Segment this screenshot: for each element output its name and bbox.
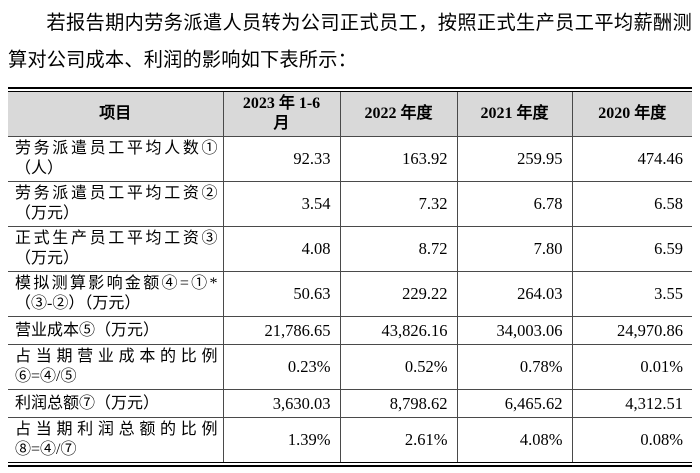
cell-value: 3,630.03 (222, 389, 341, 418)
row-label: 劳务派遣员工平均人数①（人） (8, 136, 224, 182)
table-row: 利润总额⑦（万元） 3,630.03 8,798.62 6,465.62 4,312.5… (8, 389, 692, 418)
column-header: 项目 (8, 92, 224, 137)
table-bottom-double-rule (8, 462, 692, 467)
cell-value: 92.33 (222, 136, 341, 182)
intro-paragraph: 若报告期内劳务派遣人员转为公司正式员工，按照正式生产员工平均薪酬测算对公司成本、… (8, 13, 692, 71)
cell-value: 7.80 (456, 226, 573, 272)
table-row: 占当期利润总额的比例⑧=④/⑦ 1.39% 2.61% 4.08% 0.08% (8, 417, 692, 462)
cell-value: 0.01% (571, 344, 692, 390)
row-label: 模拟测算影响金额④=①*（③-②）（万元） (8, 271, 224, 317)
cell-value: 0.78% (456, 344, 573, 390)
row-label: 劳务派遣员工平均工资②（万元） (8, 181, 224, 227)
table-row: 劳务派遣员工平均工资②（万元） 3.54 7.32 6.78 6.58 (8, 181, 692, 227)
cell-value: 7.32 (339, 181, 458, 227)
column-header: 2023 年 1-6 月 (222, 92, 341, 137)
cell-value: 2.61% (339, 417, 458, 462)
cell-value: 6.78 (456, 181, 573, 227)
cell-value: 8.72 (339, 226, 458, 272)
cell-value: 8,798.62 (339, 389, 458, 418)
cell-value: 0.23% (222, 344, 341, 390)
table-body: 劳务派遣员工平均人数①（人） 92.33 163.92 259.95 474.46 劳务派… (8, 136, 692, 462)
row-label: 占当期营业成本的比例⑥=④/⑤ (8, 344, 224, 390)
row-label: 利润总额⑦（万元） (8, 389, 224, 418)
cell-value: 1.39% (222, 417, 341, 462)
cell-value: 0.08% (571, 417, 692, 462)
cost-profit-impact-table: 项目 2023 年 1-6 月 2022 年度 2021 年度 2020 年度 劳务派遣… (8, 92, 692, 462)
table-top-double-rule (8, 87, 692, 92)
cell-value: 474.46 (571, 136, 692, 182)
table-row: 模拟测算影响金额④=①*（③-②）（万元） 50.63 229.22 264.03 3.… (8, 271, 692, 317)
cell-value: 3.54 (222, 181, 341, 227)
table-row: 营业成本⑤（万元） 21,786.65 43,826.16 34,003.06 24,9… (8, 316, 692, 345)
table-row: 劳务派遣员工平均人数①（人） 92.33 163.92 259.95 474.46 (8, 136, 692, 182)
document-page: 若报告期内劳务派遣人员转为公司正式员工，按照正式生产员工平均薪酬测算对公司成本、… (8, 5, 692, 467)
cell-value: 24,970.86 (571, 316, 692, 345)
cell-value: 163.92 (339, 136, 458, 182)
column-header: 2021 年度 (456, 92, 573, 137)
cell-value: 50.63 (222, 271, 341, 317)
row-label: 营业成本⑤（万元） (8, 316, 224, 345)
row-label: 正式生产员工平均工资③（万元） (8, 226, 224, 272)
cell-value: 6.58 (571, 181, 692, 227)
cell-value: 4,312.51 (571, 389, 692, 418)
cell-value: 4.08% (456, 417, 573, 462)
row-label: 占当期利润总额的比例⑧=④/⑦ (8, 417, 224, 462)
cell-value: 259.95 (456, 136, 573, 182)
cell-value: 0.52% (339, 344, 458, 390)
column-header: 2022 年度 (339, 92, 458, 137)
table-row: 占当期营业成本的比例⑥=④/⑤ 0.23% 0.52% 0.78% 0.01% (8, 344, 692, 390)
table-row: 正式生产员工平均工资③（万元） 4.08 8.72 7.80 6.59 (8, 226, 692, 272)
cell-value: 34,003.06 (456, 316, 573, 345)
cell-value: 6,465.62 (456, 389, 573, 418)
table-header: 项目 2023 年 1-6 月 2022 年度 2021 年度 2020 年度 (8, 92, 692, 137)
column-header: 2020 年度 (571, 92, 692, 137)
cell-value: 3.55 (571, 271, 692, 317)
cell-value: 43,826.16 (339, 316, 458, 345)
cell-value: 21,786.65 (222, 316, 341, 345)
cell-value: 229.22 (339, 271, 458, 317)
header-row: 项目 2023 年 1-6 月 2022 年度 2021 年度 2020 年度 (8, 92, 692, 137)
cell-value: 264.03 (456, 271, 573, 317)
cell-value: 4.08 (222, 226, 341, 272)
cell-value: 6.59 (571, 226, 692, 272)
